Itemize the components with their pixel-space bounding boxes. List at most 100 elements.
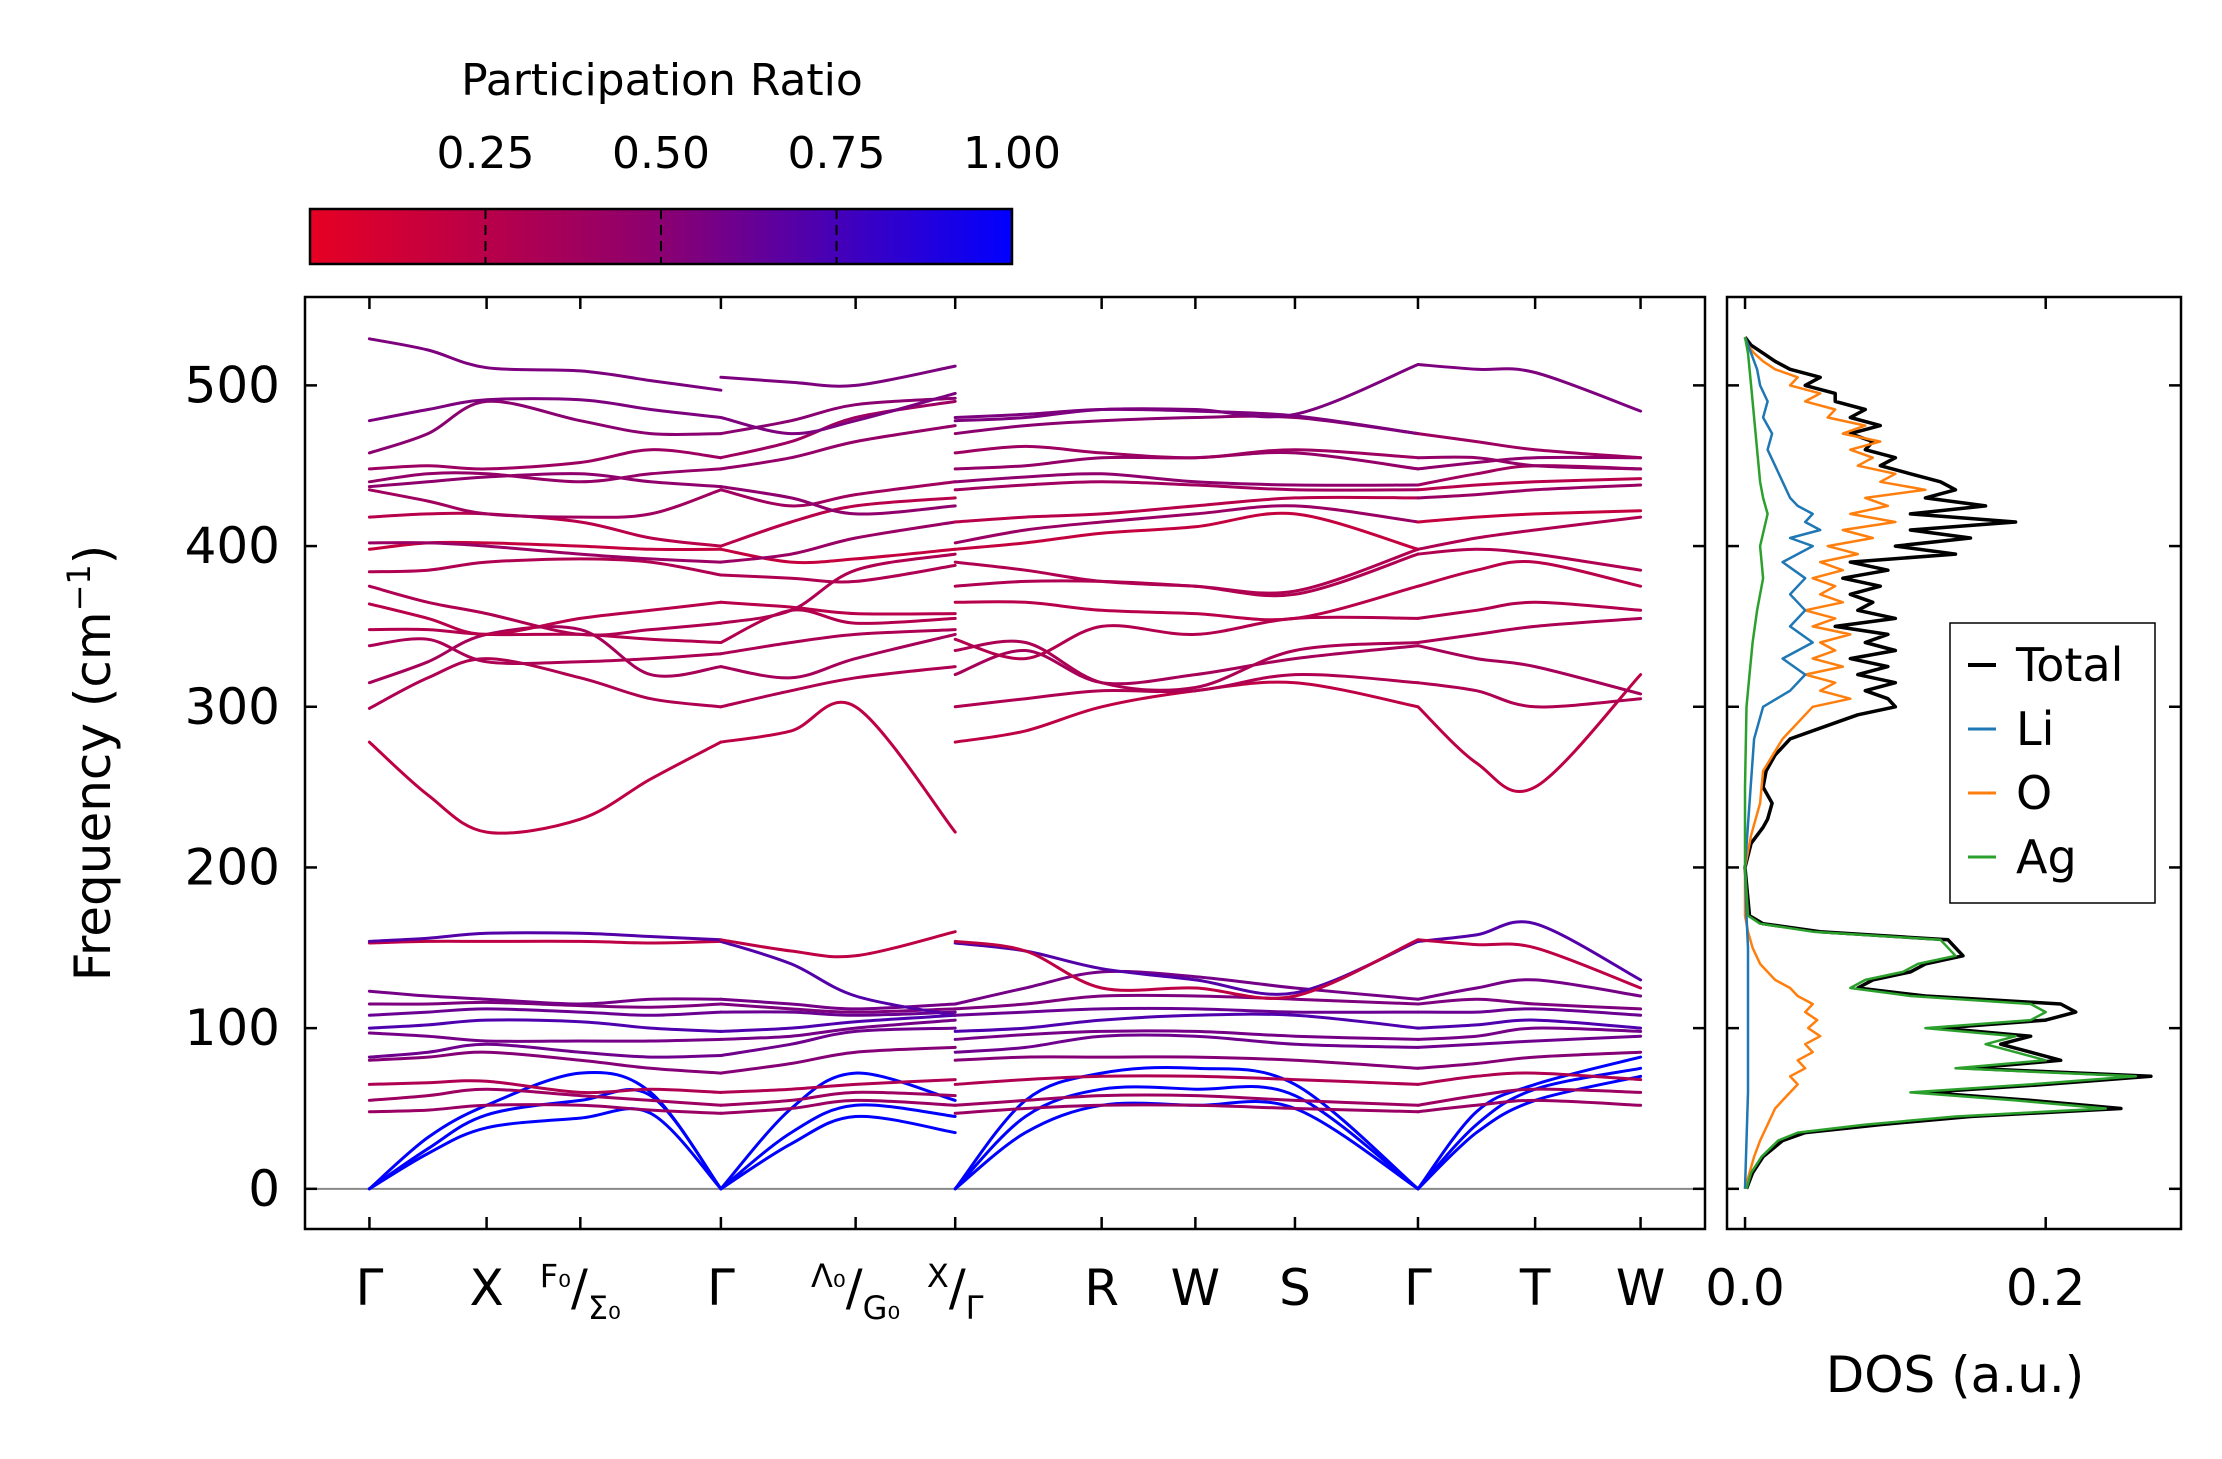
band-line <box>1416 547 1643 572</box>
band-line <box>367 931 723 943</box>
band-x-tick-label: Γ <box>707 1259 735 1317</box>
band-line <box>367 488 723 519</box>
dos-lines <box>1743 336 2153 1190</box>
band-line <box>1416 432 1643 460</box>
dos-x-tick-label: 0.2 <box>2006 1259 2086 1317</box>
band-line <box>1416 681 1643 709</box>
band-line <box>719 496 957 548</box>
band-line <box>953 584 1420 622</box>
band-line <box>719 700 957 834</box>
band-line <box>719 480 957 508</box>
band-line <box>367 399 723 455</box>
band-line <box>719 1103 957 1191</box>
band-line <box>719 1013 957 1033</box>
band-line <box>1416 616 1643 644</box>
band-line <box>953 969 1420 1006</box>
band-line <box>367 541 723 564</box>
dos-legend: Total Li O Ag <box>1949 622 2156 904</box>
band-line <box>719 665 957 709</box>
band-line <box>719 364 957 388</box>
band-line <box>719 1045 957 1075</box>
band-line <box>719 997 957 1011</box>
band-line <box>1416 1074 1643 1191</box>
dos-line-total <box>1743 336 2153 1190</box>
band-line <box>953 1074 1420 1086</box>
band-line <box>367 1018 723 1033</box>
band-line <box>719 1002 957 1014</box>
band-x-tick-label: W <box>1171 1259 1220 1317</box>
band-line <box>953 472 1420 487</box>
band-lines <box>367 337 1643 1191</box>
band-line <box>1416 673 1643 794</box>
band-line <box>367 1000 723 1009</box>
band-line <box>719 600 957 616</box>
band-line <box>367 1031 723 1043</box>
band-line <box>953 1103 1420 1115</box>
band-line <box>719 1078 957 1094</box>
band-line <box>1416 1034 1643 1049</box>
band-line <box>1416 1071 1643 1086</box>
band-line <box>953 444 1420 460</box>
legend-label-o: O <box>2016 766 2052 820</box>
band-line <box>953 1006 1420 1017</box>
band-line <box>367 557 723 577</box>
dos-line-o <box>1743 336 1927 1190</box>
band-line <box>953 363 1420 423</box>
band-line <box>1416 1018 1643 1030</box>
band-line <box>953 644 1420 686</box>
band-x-tick-label: Γ <box>356 1259 384 1317</box>
dos-line-ag <box>1743 336 2138 1190</box>
band-line <box>953 1033 1420 1054</box>
band-line <box>953 1065 1420 1191</box>
band-line <box>953 451 1420 471</box>
band-y-tick-label: 400 <box>185 517 280 575</box>
band-line <box>1416 920 1643 982</box>
band-line <box>719 391 957 436</box>
band-line <box>1416 515 1643 551</box>
band-line <box>367 337 723 392</box>
band-line <box>953 480 1420 492</box>
band-line <box>367 397 723 423</box>
legend-label-total: Total <box>2015 638 2123 692</box>
band-line <box>719 1114 957 1191</box>
band-x-tick-label: S <box>1279 1259 1311 1317</box>
band-line <box>719 1098 957 1115</box>
band-line <box>367 1070 723 1191</box>
dos-panel: 0.0 0.2 DOS (a.u.) Total Li O Ag <box>1705 295 2183 1404</box>
band-line <box>367 740 723 835</box>
dos-line-li <box>1743 336 1822 1189</box>
band-line <box>367 1007 723 1017</box>
band-line <box>1416 978 1643 1001</box>
band-line <box>367 467 723 484</box>
band-line <box>953 511 1420 551</box>
band-axes-frame <box>303 295 1707 1231</box>
band-line <box>1416 1055 1643 1191</box>
band-line <box>953 1055 1420 1070</box>
band-line <box>367 584 723 637</box>
band-x-tick-label: Γ <box>1404 1259 1432 1317</box>
band-line <box>367 1103 723 1115</box>
band-x-tick-label: F₀/Σ₀ <box>540 1257 621 1327</box>
band-y-axis-label: Frequency (cm−1) <box>60 545 122 982</box>
legend-label-ag: Ag <box>2016 830 2077 884</box>
band-line <box>953 680 1420 744</box>
band-segment-gamma-t-w <box>1416 363 1643 1191</box>
band-x-tick-label: T <box>1519 1259 1551 1317</box>
band-line <box>367 1079 723 1095</box>
band-line <box>1416 509 1643 524</box>
band-y-tick-label: 500 <box>185 356 280 414</box>
band-line <box>719 632 957 680</box>
band-line <box>1416 1098 1643 1114</box>
band-line <box>719 485 957 516</box>
band-line <box>367 472 723 489</box>
band-line <box>1416 483 1643 500</box>
band-line <box>367 939 723 945</box>
band-line <box>367 637 723 666</box>
band-line <box>719 628 957 656</box>
band-line <box>367 1042 723 1059</box>
band-line <box>719 563 957 584</box>
band-line <box>953 495 1420 524</box>
band-line <box>1416 644 1643 696</box>
band-line <box>1416 1050 1643 1070</box>
